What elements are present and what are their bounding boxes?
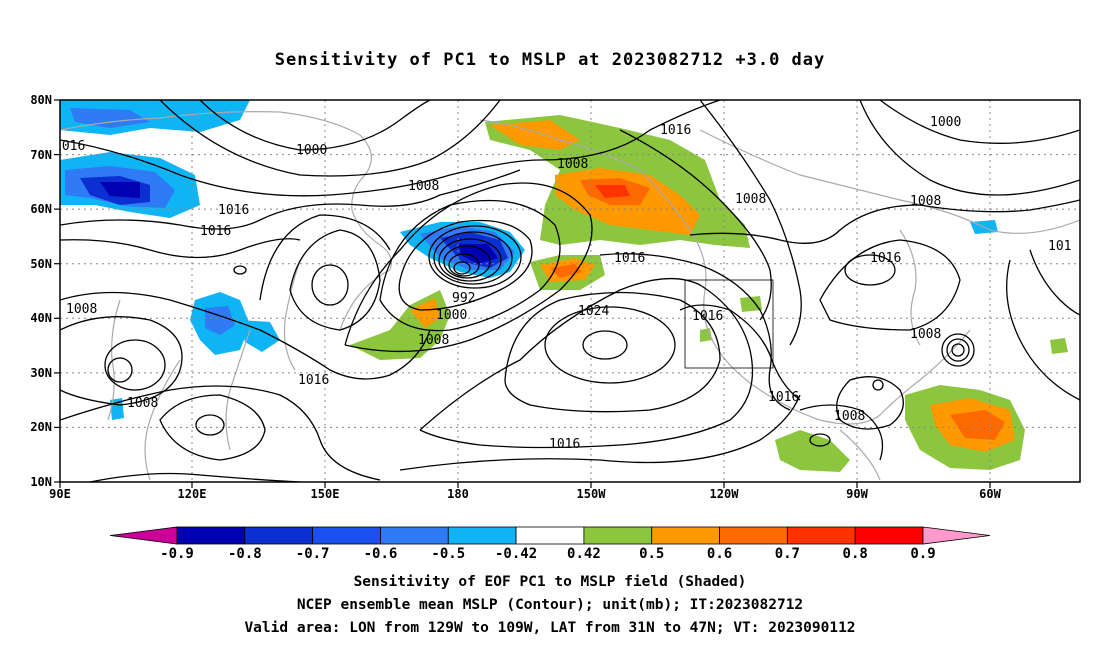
- contour-label: 1008: [408, 179, 439, 194]
- lon-label: 60W: [979, 487, 1001, 501]
- valid-area-box: [684, 279, 774, 369]
- contour-label: 1008: [557, 157, 588, 172]
- colorbar-box: [447, 526, 517, 545]
- colorbar-box: [719, 526, 788, 545]
- colorbar-label: 0.5: [639, 546, 664, 562]
- lat-label: 20N: [30, 420, 52, 434]
- negative-sensitivity-shading: [60, 100, 998, 420]
- colorbar-label: -0.6: [364, 546, 398, 562]
- colorbar-right-triangle: [922, 526, 991, 545]
- lon-label: 90W: [846, 487, 868, 501]
- contour-label: 1008: [910, 327, 941, 342]
- contour-label: 1008: [834, 409, 865, 424]
- colorbar-box: [244, 526, 314, 545]
- colorbar-label: 0.42: [567, 546, 601, 562]
- lat-label: 50N: [30, 257, 52, 271]
- contour-label: 101: [1048, 239, 1071, 254]
- lat-label: 60N: [30, 202, 52, 216]
- contour-label: 1008: [66, 302, 97, 317]
- lon-label: 120W: [710, 487, 740, 501]
- contour-label: 1008: [418, 333, 449, 348]
- contour-label: 1016: [218, 203, 249, 218]
- contour-label: 992: [452, 291, 475, 306]
- contour-label: 1000: [296, 143, 327, 158]
- colorbar-label: 0.7: [775, 546, 800, 562]
- contour-label: 1016: [768, 390, 799, 405]
- lat-label: 40N: [30, 311, 52, 325]
- lat-label: 80N: [30, 93, 52, 107]
- colorbar-box: [854, 526, 924, 545]
- colorbar-box: [380, 526, 449, 545]
- contour-labels: 1016 1000 1008 1016 1016 1008 1016 1008 …: [54, 115, 1071, 452]
- colorbar-box: [515, 526, 585, 545]
- contour-label: 1016: [54, 139, 85, 154]
- colorbar-label: 0.9: [910, 546, 935, 562]
- lon-label: 120E: [178, 487, 207, 501]
- map-title: Sensitivity of PC1 to MSLP at 2023082712…: [274, 50, 826, 70]
- contour-label: 1008: [910, 194, 941, 209]
- colorbar-box: [651, 526, 720, 545]
- colorbar-label: 0.8: [843, 546, 868, 562]
- colorbar-label: 0.6: [707, 546, 732, 562]
- caption-shading: Sensitivity of EOF PC1 to MSLP field (Sh…: [353, 574, 747, 590]
- colorbar-box: [583, 526, 653, 545]
- contour-label: 1016: [614, 251, 645, 266]
- contour-label: 1008: [735, 192, 766, 207]
- colorbar-box: [786, 526, 856, 545]
- contour-label: 1008: [127, 396, 158, 411]
- lon-label: 150E: [311, 487, 340, 501]
- contour-label: 1000: [436, 308, 467, 323]
- lat-label: 70N: [30, 148, 52, 162]
- colorbar-label: -0.7: [296, 546, 330, 562]
- colorbar-label: -0.42: [495, 546, 537, 562]
- lat-label: 10N: [30, 475, 52, 489]
- lon-label: 180: [447, 487, 469, 501]
- contour-label: 1016: [549, 437, 580, 452]
- longitude-labels: 90E 120E 150E 180 150W 120W 90W 60W: [49, 487, 1001, 501]
- colorbar-label: -0.5: [431, 546, 465, 562]
- colorbar-box: [312, 526, 381, 545]
- colorbar-left-triangle: [109, 526, 178, 545]
- latitude-labels: 80N 70N 60N 50N 40N 30N 20N 10N: [30, 93, 52, 489]
- lon-label: 150W: [577, 487, 607, 501]
- coastlines: [60, 111, 1080, 481]
- tick-marks: [54, 99, 991, 488]
- caption-contour: NCEP ensemble mean MSLP (Contour); unit(…: [296, 597, 804, 613]
- contour-label: 1024: [578, 304, 609, 319]
- lat-label: 30N: [30, 366, 52, 380]
- contour-label: 1000: [930, 115, 961, 130]
- mslp-contours: [60, 100, 1080, 482]
- contour-label: 1016: [692, 309, 723, 324]
- contour-label: 1016: [200, 224, 231, 239]
- caption-valid-area: Valid area: LON from 129W to 109W, LAT f…: [244, 620, 856, 636]
- colorbar-label: -0.9: [160, 546, 194, 562]
- contour-label: 1016: [870, 251, 901, 266]
- colorbar-box: [176, 526, 246, 545]
- plot-frame: [59, 99, 1081, 483]
- lon-label: 90E: [49, 487, 71, 501]
- contour-label: 1016: [660, 123, 691, 138]
- colorbar: -0.9 -0.8 -0.7 -0.6 -0.5 -0.42 0.42 0.5 0.6 0.7 0.…: [109, 526, 991, 562]
- contour-label: 1016: [298, 373, 329, 388]
- colorbar-label: -0.8: [228, 546, 262, 562]
